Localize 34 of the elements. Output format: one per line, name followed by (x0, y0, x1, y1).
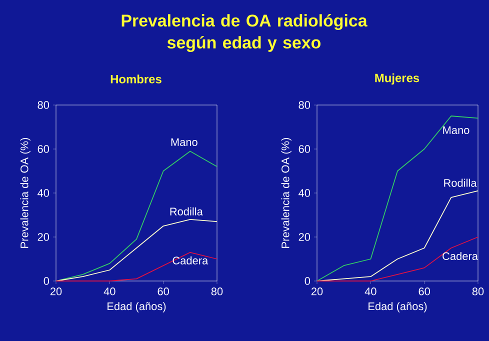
chart-subtitle: Mujeres (375, 73, 420, 85)
x-tick-label: 20 (50, 288, 62, 296)
y-tick-label: 60 (38, 145, 50, 153)
y-tick-label: 20 (38, 233, 50, 241)
y-tick-label: 40 (298, 189, 310, 197)
series-label: Cadera (172, 256, 208, 264)
x-tick-label: 60 (158, 288, 169, 296)
x-axis-title: Edad (años) (368, 302, 427, 312)
x-tick-label: 40 (364, 288, 376, 296)
y-axis-title: Prevalencia de OA (%) (20, 138, 30, 248)
chart-title: Prevalencia de OA radiológica según edad y sexo (122, 14, 368, 52)
chart-subtitle: Hombres (110, 74, 162, 84)
y-tick-label: 0 (44, 277, 50, 285)
x-tick-label: 60 (418, 288, 430, 296)
x-tick-label: 20 (311, 288, 323, 296)
y-tick-label: 80 (38, 101, 50, 109)
line-series (316, 116, 478, 282)
line-series (56, 150, 218, 282)
x-tick-label: 80 (472, 288, 484, 296)
series-label: Rodilla (444, 178, 477, 187)
series-label: Cadera (442, 252, 478, 260)
series-label: Mano (171, 138, 198, 146)
series-label: Rodilla (170, 207, 203, 216)
y-tick-label: 0 (304, 277, 310, 285)
y-tick-label: 60 (298, 145, 310, 153)
y-tick-label: 40 (38, 189, 50, 197)
y-tick-label: 80 (298, 101, 310, 109)
line-series (56, 218, 218, 282)
x-tick-label: 80 (211, 288, 223, 296)
x-tick-label: 40 (104, 288, 116, 296)
x-axis-title: Edad (años) (108, 302, 166, 312)
series-label: Mano (443, 126, 470, 134)
y-tick-label: 20 (298, 233, 310, 241)
y-axis-title: Prevalencia de OA (%) (281, 138, 292, 248)
